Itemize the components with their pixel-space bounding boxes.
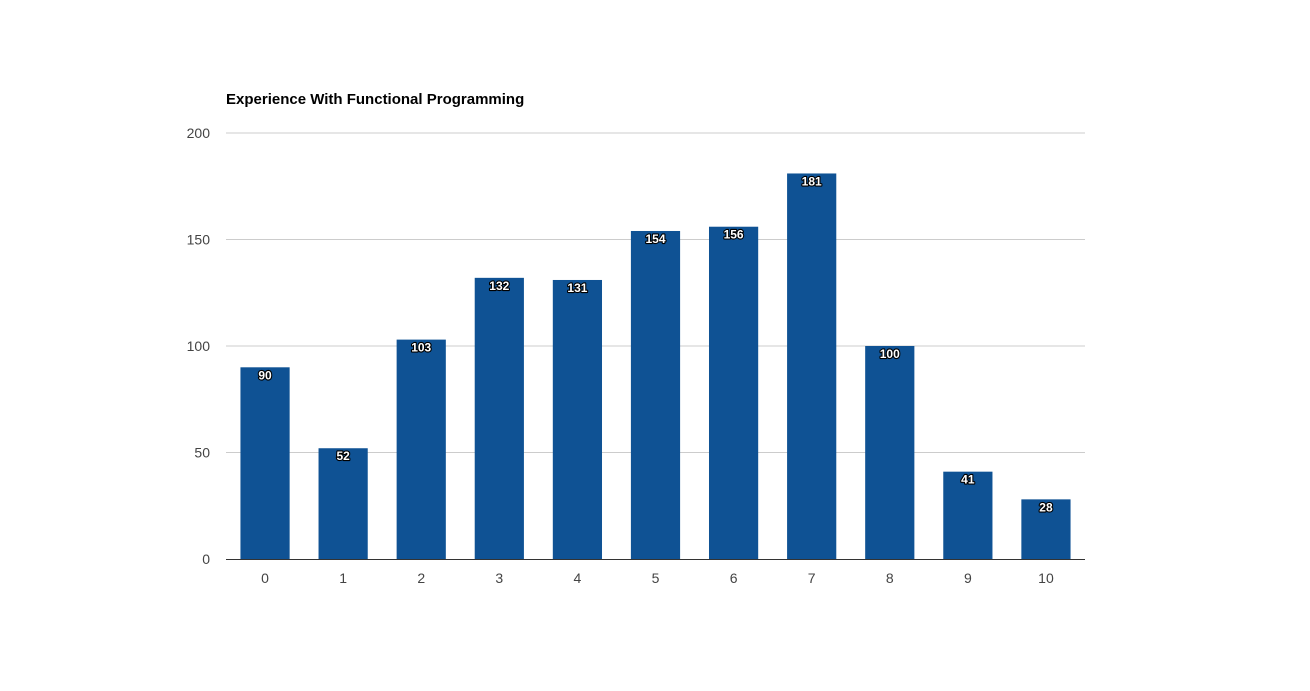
bar-4: [552, 279, 603, 559]
y-tick-label: 100: [187, 338, 211, 354]
bar-2: [396, 339, 446, 559]
chart-title: Experience With Functional Programming: [226, 91, 524, 108]
x-tick-label: 8: [886, 570, 894, 586]
x-tick-label: 0: [261, 570, 269, 586]
bar-8: [865, 346, 915, 559]
data-label: 181: [802, 174, 822, 188]
bar-7: [787, 173, 837, 559]
data-label: 52: [336, 449, 350, 463]
y-axis-ticks: 0 50 100 150 200: [187, 125, 211, 567]
x-tick-label: 9: [964, 570, 972, 586]
bar-6: [708, 226, 759, 559]
data-label: 41: [961, 473, 975, 487]
data-label: 131: [567, 281, 587, 295]
data-label: 103: [411, 341, 431, 355]
x-axis-ticks: 0 1 2 3 4 5 6 7 8 9 10: [261, 570, 1054, 586]
y-tick-label: 0: [202, 551, 210, 567]
data-label: 90: [258, 368, 272, 382]
bar-10: [1021, 499, 1071, 559]
y-tick-label: 150: [187, 232, 211, 248]
data-labels: 90 52 103 132 131 154 156 181 100 41 28: [257, 173, 1054, 515]
data-label: 132: [489, 279, 509, 293]
x-tick-label: 10: [1038, 570, 1054, 586]
x-tick-label: 1: [339, 570, 347, 586]
bar-3: [474, 277, 524, 559]
x-tick-label: 6: [730, 570, 738, 586]
bars: [240, 173, 1071, 560]
x-tick-label: 2: [417, 570, 425, 586]
x-tick-label: 3: [495, 570, 503, 586]
bar-1: [318, 448, 368, 559]
data-label: 156: [724, 228, 744, 242]
bar-9: [943, 471, 993, 559]
x-tick-label: 7: [808, 570, 816, 586]
data-label: 154: [645, 232, 665, 246]
y-tick-label: 200: [187, 125, 211, 141]
bar-5: [630, 230, 681, 560]
x-tick-label: 5: [652, 570, 660, 586]
y-tick-label: 50: [194, 445, 210, 461]
data-label: 100: [880, 347, 900, 361]
x-tick-label: 4: [574, 570, 582, 586]
data-label: 28: [1039, 500, 1053, 514]
bar-0: [240, 367, 290, 559]
